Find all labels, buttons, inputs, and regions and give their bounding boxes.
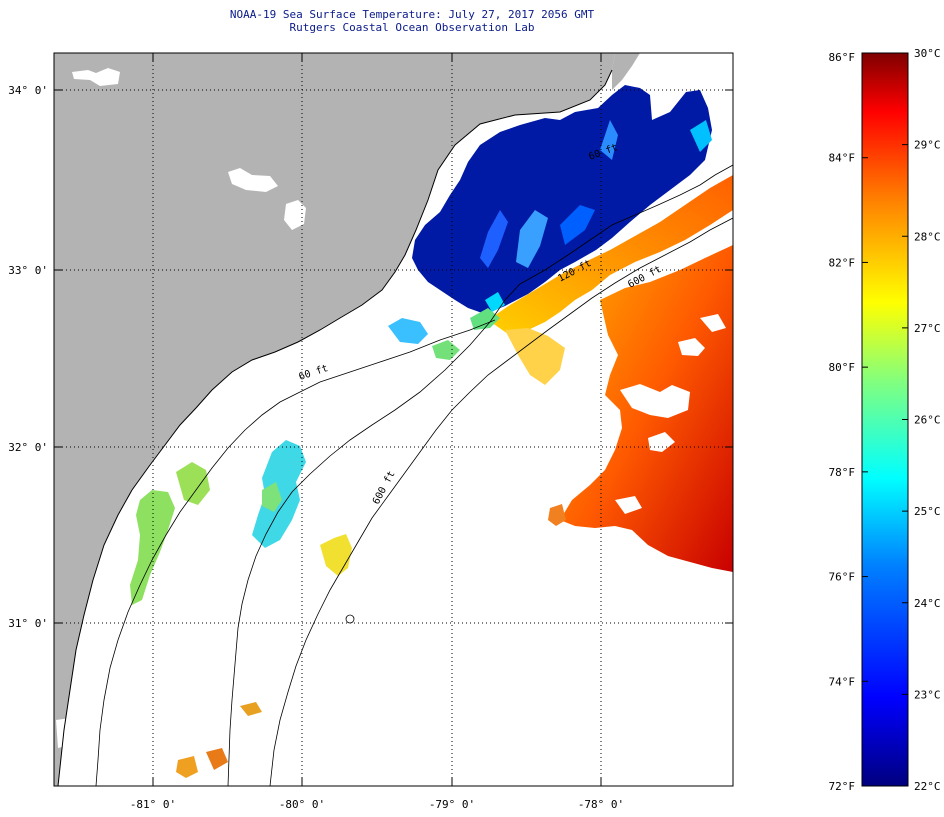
celsius-label: 26°C [914,414,941,427]
sst-shelf-patch-green [432,340,460,360]
cloud-patch [620,384,690,418]
sst-cold-streak [560,205,595,245]
sst-shelf-patch-green [262,482,282,512]
cloud-patch [700,314,726,332]
fahrenheit-label: 82°F [829,256,856,269]
frame-ticks [54,53,733,786]
map-title: NOAA-19 Sea Surface Temperature: July 27… [229,8,595,21]
contour-600ft [269,217,733,786]
lat-label: 31° 0' [8,617,48,630]
cloud-patch [615,496,642,514]
coastline [57,69,613,786]
sst-cold-streak [516,210,548,268]
lon-label: -80° 0' [279,798,325,811]
sst-shelf-patch-orange [548,504,566,526]
cloud-patch [72,68,120,86]
fahrenheit-label: 72°F [829,780,856,793]
celsius-scale: 30°C 29°C 28°C 27°C 26°C 25°C 24°C 23°C 22°C [914,47,941,793]
map-area: 120 ft 600 ft 60 ft 60 ft 600 ft [54,53,733,786]
contour-60ft [95,319,496,786]
lon-label: -79° 0' [429,798,475,811]
celsius-label: 28°C [914,230,941,243]
lat-label: 32° 0' [8,441,48,454]
sst-shelf-patch-cyan [388,318,428,344]
color-scale-bar [861,52,909,787]
sst-cold-streak [480,210,508,268]
map-subtitle: Rutgers Coastal Ocean Observation Lab [289,21,535,34]
celsius-label: 25°C [914,505,941,518]
sst-cold-streak [600,120,618,160]
sst-shelf-patch-orange [206,748,228,770]
sst-shelf-patch-green [176,462,210,505]
celsius-label: 27°C [914,322,941,335]
lon-label: -78° 0' [578,798,624,811]
fahrenheit-label: 78°F [829,466,856,479]
celsius-label: 24°C [914,597,941,610]
sst-shelf-patch-orange [176,756,198,778]
cloud-patch [284,200,306,230]
fahrenheit-scale: 86°F 84°F 82°F 80°F 78°F 76°F 74°F 72°F [829,51,856,793]
lat-label: 33° 0' [8,264,48,277]
fahrenheit-label: 76°F [829,571,856,584]
color-scale-ticks [862,52,908,787]
celsius-label: 29°C [914,139,941,152]
celsius-label: 22°C [914,780,941,793]
celsius-label: 23°C [914,688,941,701]
fahrenheit-label: 74°F [829,675,856,688]
map-frame [53,52,734,787]
lon-label: -81° 0' [130,798,176,811]
cloud-patch [56,718,76,748]
cloud-patch [228,168,278,192]
sst-shelf-patch-orange [240,702,262,716]
lat-label: 34° 0' [8,84,48,97]
sst-yellow-patch [505,328,565,385]
sst-warm-plume [488,175,733,334]
land-north-strip [612,53,640,90]
sst-shelf-patch-green [130,490,175,605]
sst-green-edge [470,308,500,330]
cloud-patch [678,338,705,356]
fahrenheit-label: 86°F [829,51,856,64]
fahrenheit-label: 80°F [829,361,856,374]
contour-120ft [227,164,733,786]
celsius-label: 30°C [914,47,941,60]
land-mass [54,53,615,786]
sst-cold-streak [690,120,712,152]
fahrenheit-label: 84°F [829,152,856,165]
